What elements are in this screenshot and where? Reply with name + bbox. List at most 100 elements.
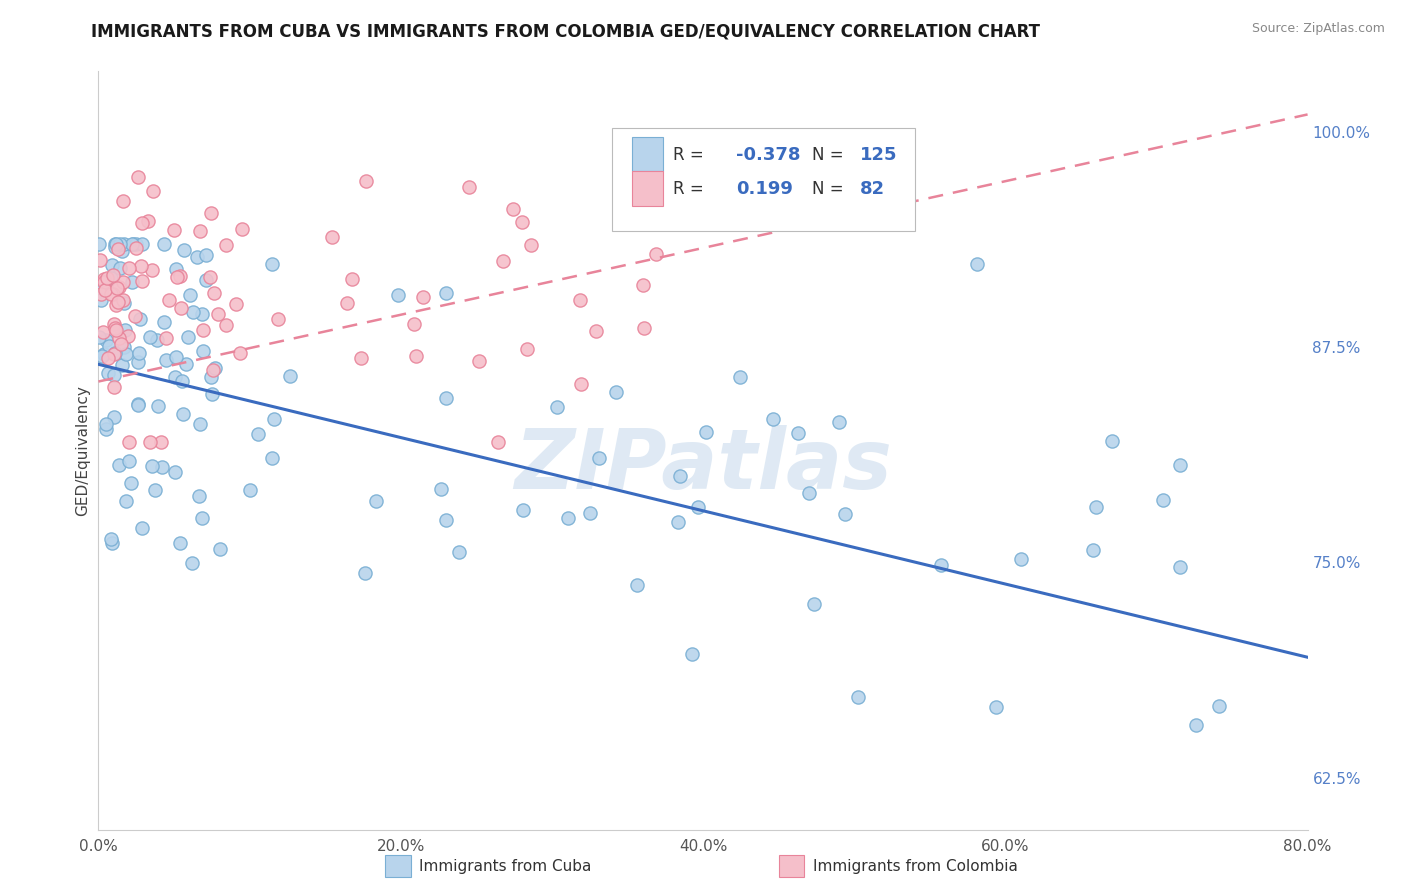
Point: [110, 260, 132, 275]
Point: [1010, 551, 1032, 566]
Point: [546, 401, 568, 415]
Point: [803, 597, 825, 611]
Point: [169, 269, 191, 284]
Point: [97, 351, 120, 365]
Point: [110, 336, 132, 351]
Text: N =: N =: [811, 180, 844, 198]
Point: [263, 412, 285, 426]
Point: [191, 323, 214, 337]
Point: [170, 301, 193, 315]
Text: 0.199: 0.199: [735, 180, 793, 198]
Point: [111, 275, 134, 289]
FancyBboxPatch shape: [631, 170, 664, 205]
Point: [585, 324, 607, 338]
Point: [191, 344, 214, 359]
Point: [405, 350, 427, 364]
Point: [96, 422, 118, 436]
Point: [846, 690, 869, 704]
Point: [90, 286, 112, 301]
Point: [103, 347, 125, 361]
Point: [1168, 458, 1191, 472]
Point: [104, 236, 127, 251]
Point: [626, 578, 648, 592]
Point: [797, 485, 820, 500]
Point: [103, 410, 125, 425]
Point: [104, 346, 127, 360]
Text: 125: 125: [860, 145, 897, 164]
Text: 82: 82: [860, 180, 886, 198]
Point: [117, 328, 139, 343]
Point: [131, 236, 153, 251]
Point: [181, 557, 204, 571]
Point: [194, 248, 217, 262]
Point: [402, 317, 425, 331]
Point: [201, 386, 224, 401]
Point: [96, 271, 118, 285]
Point: [686, 500, 709, 514]
Point: [103, 287, 125, 301]
Point: [215, 238, 238, 252]
Point: [633, 320, 655, 334]
Point: [434, 285, 457, 300]
Point: [127, 355, 149, 369]
Point: [246, 427, 269, 442]
Point: [131, 521, 153, 535]
Point: [434, 512, 457, 526]
Point: [200, 369, 222, 384]
Point: [145, 333, 167, 347]
Point: [321, 230, 343, 244]
Point: [97, 366, 120, 380]
Point: [141, 263, 163, 277]
Point: [984, 700, 1007, 714]
Point: [153, 236, 176, 251]
Point: [278, 368, 301, 383]
Point: [188, 224, 211, 238]
Point: [350, 351, 373, 365]
Point: [94, 333, 117, 347]
Point: [502, 202, 524, 216]
Point: [155, 352, 177, 367]
Point: [1152, 492, 1174, 507]
Point: [105, 281, 128, 295]
Point: [136, 214, 159, 228]
Point: [165, 350, 187, 364]
Point: [94, 283, 117, 297]
Point: [966, 257, 988, 271]
Point: [239, 483, 262, 497]
Point: [104, 240, 127, 254]
Point: [103, 380, 125, 394]
Point: [93, 275, 115, 289]
Text: N =: N =: [811, 145, 844, 164]
Point: [90, 284, 112, 298]
Point: [231, 222, 253, 236]
Point: [114, 346, 136, 360]
Point: [336, 295, 359, 310]
Point: [457, 180, 479, 194]
Point: [114, 494, 136, 508]
Point: [209, 542, 232, 557]
Text: -0.378: -0.378: [735, 145, 800, 164]
Point: [430, 483, 453, 497]
Point: [101, 258, 124, 272]
Point: [100, 535, 122, 549]
Point: [111, 244, 134, 259]
Point: [169, 535, 191, 549]
Point: [198, 270, 221, 285]
Point: [112, 236, 135, 251]
Point: [260, 257, 283, 271]
Point: [121, 236, 143, 251]
Point: [447, 545, 470, 559]
Point: [98, 339, 121, 353]
Point: [177, 330, 200, 344]
Point: [155, 331, 177, 345]
Point: [105, 236, 128, 251]
Point: [1184, 718, 1206, 732]
Point: [114, 323, 136, 337]
Point: [96, 417, 118, 431]
Point: [112, 340, 135, 354]
Point: [512, 503, 534, 517]
Point: [557, 510, 579, 524]
Point: [87, 236, 110, 251]
Point: [202, 285, 225, 300]
Point: [728, 370, 751, 384]
